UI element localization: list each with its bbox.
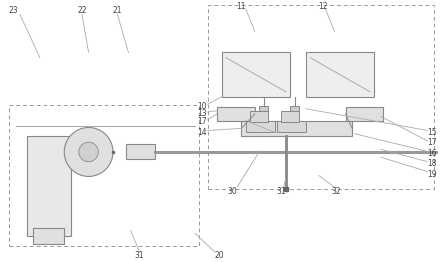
Text: 12: 12 [319,2,328,11]
Bar [277,121,306,132]
Text: 13: 13 [197,110,206,118]
Text: 21: 21 [113,6,122,15]
Text: 14: 14 [197,128,206,137]
Bar [241,121,352,136]
Text: 17: 17 [427,138,437,147]
Bar [222,52,290,97]
Text: 31: 31 [135,251,144,260]
Bar [290,106,299,111]
Text: 10: 10 [197,102,206,111]
Text: 17: 17 [197,117,206,126]
Bar [9,105,199,246]
Text: 19: 19 [427,170,437,179]
Bar [217,107,255,121]
Text: 18: 18 [427,159,437,168]
Bar [306,52,374,97]
Bar [27,136,71,236]
Bar [259,106,268,111]
Ellipse shape [79,142,98,162]
Bar [126,144,155,159]
Text: 22: 22 [77,6,87,15]
Bar [246,121,275,132]
Text: 31: 31 [276,187,286,196]
Text: 15: 15 [427,128,437,137]
Text: 16: 16 [427,149,437,158]
Text: 20: 20 [214,251,224,260]
Bar [208,5,434,189]
Text: 32: 32 [332,187,342,196]
Bar [33,228,64,244]
Bar [250,111,268,122]
Bar [346,107,383,121]
Bar [281,111,299,122]
Text: 11: 11 [237,2,246,11]
Text: 23: 23 [8,6,18,15]
Text: 30: 30 [228,187,237,196]
Ellipse shape [64,128,113,177]
